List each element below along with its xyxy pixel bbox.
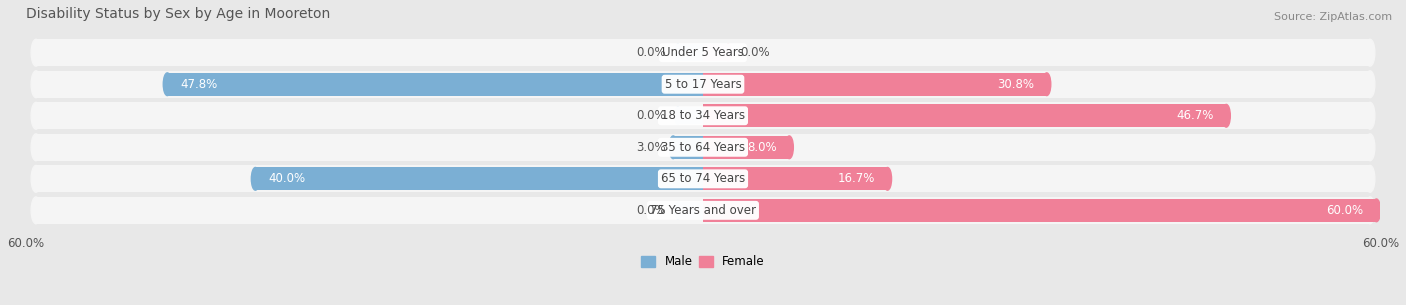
Bar [703, 104, 1226, 127]
Text: Disability Status by Sex by Age in Mooreton: Disability Status by Sex by Age in Moore… [25, 7, 330, 21]
Circle shape [163, 73, 172, 95]
Bar [700, 202, 703, 219]
Bar [703, 199, 1376, 222]
Bar [37, 165, 1369, 192]
Bar [703, 104, 707, 127]
Text: 65 to 74 Years: 65 to 74 Years [661, 172, 745, 185]
Circle shape [675, 107, 681, 124]
Text: 46.7%: 46.7% [1175, 109, 1213, 122]
Circle shape [669, 136, 678, 159]
Circle shape [1365, 39, 1375, 66]
Bar [678, 202, 703, 219]
Bar [678, 44, 703, 61]
Text: Source: ZipAtlas.com: Source: ZipAtlas.com [1274, 12, 1392, 22]
Bar [37, 197, 1369, 224]
Circle shape [1365, 102, 1375, 129]
Circle shape [1372, 199, 1381, 222]
Text: 8.0%: 8.0% [747, 141, 776, 154]
Bar [699, 136, 703, 159]
Text: 3.0%: 3.0% [636, 141, 665, 154]
Text: 18 to 34 Years: 18 to 34 Years [661, 109, 745, 122]
Text: 0.0%: 0.0% [636, 204, 665, 217]
Circle shape [1365, 134, 1375, 161]
Text: Under 5 Years: Under 5 Years [662, 46, 744, 59]
Text: 0.0%: 0.0% [741, 46, 770, 59]
Bar [673, 136, 703, 159]
Circle shape [31, 165, 41, 192]
Text: 16.7%: 16.7% [837, 172, 875, 185]
Bar [703, 44, 728, 61]
Bar [37, 71, 1369, 98]
Circle shape [725, 44, 731, 61]
Bar [37, 134, 1369, 161]
Bar [703, 167, 887, 190]
Circle shape [31, 71, 41, 98]
Bar [699, 167, 703, 190]
Circle shape [1222, 104, 1230, 127]
Text: 47.8%: 47.8% [180, 78, 218, 91]
Bar [703, 44, 706, 61]
Circle shape [31, 134, 41, 161]
Bar [167, 73, 703, 95]
Text: 40.0%: 40.0% [269, 172, 305, 185]
Bar [699, 73, 703, 95]
Bar [703, 136, 707, 159]
Circle shape [1365, 71, 1375, 98]
Circle shape [31, 39, 41, 66]
Circle shape [252, 167, 260, 190]
Circle shape [675, 44, 681, 61]
Bar [703, 73, 1046, 95]
Bar [703, 136, 789, 159]
Text: 75 Years and over: 75 Years and over [650, 204, 756, 217]
Circle shape [1365, 165, 1375, 192]
Bar [700, 44, 703, 61]
Bar [37, 102, 1369, 129]
Bar [678, 107, 703, 124]
Text: 30.8%: 30.8% [997, 78, 1033, 91]
Circle shape [31, 197, 41, 224]
Bar [703, 199, 707, 222]
Text: 0.0%: 0.0% [636, 46, 665, 59]
Bar [700, 107, 703, 124]
Circle shape [675, 202, 681, 219]
Circle shape [31, 102, 41, 129]
Text: 60.0%: 60.0% [1326, 204, 1364, 217]
Legend: Male, Female: Male, Female [637, 251, 769, 273]
Bar [256, 167, 703, 190]
Text: 5 to 17 Years: 5 to 17 Years [665, 78, 741, 91]
Circle shape [1365, 197, 1375, 224]
Text: 0.0%: 0.0% [636, 109, 665, 122]
Bar [703, 167, 707, 190]
Bar [37, 39, 1369, 66]
Bar [703, 73, 707, 95]
Circle shape [883, 167, 891, 190]
Text: 35 to 64 Years: 35 to 64 Years [661, 141, 745, 154]
Circle shape [785, 136, 793, 159]
Circle shape [1043, 73, 1050, 95]
